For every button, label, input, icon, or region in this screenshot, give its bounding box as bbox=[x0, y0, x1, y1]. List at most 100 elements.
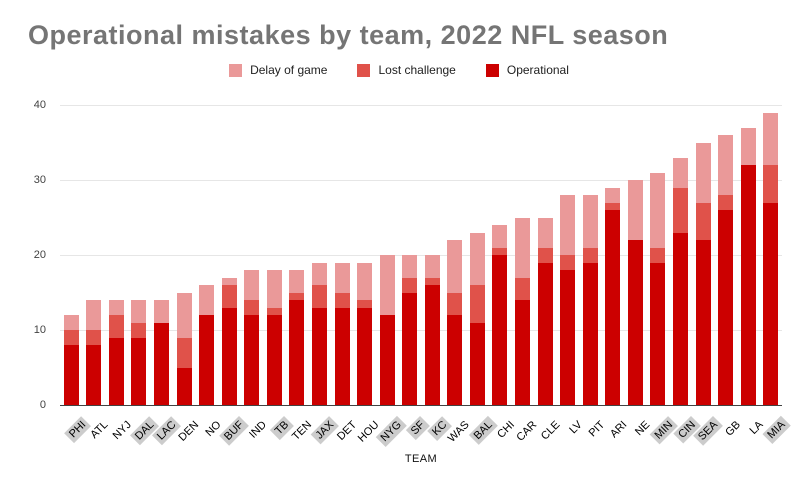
stacked-bar-det bbox=[334, 262, 350, 405]
bar-segment-operational bbox=[763, 202, 779, 405]
bar-segment-lost-challenge bbox=[424, 277, 440, 285]
bar-segment-lost-challenge bbox=[86, 330, 102, 345]
bar-slot-kc bbox=[421, 105, 444, 405]
bar-segment-lost-challenge bbox=[108, 315, 124, 338]
stacked-bar-ind bbox=[244, 270, 260, 405]
stacked-bar-lv bbox=[560, 195, 576, 405]
bar-segment-lost-challenge bbox=[537, 247, 553, 263]
bar-segment-operational bbox=[266, 315, 282, 405]
bar-segment-operational bbox=[63, 345, 79, 405]
bar-segment-lost-challenge bbox=[605, 202, 621, 210]
stacked-bar-ten bbox=[289, 270, 305, 405]
bar-segment-delay-of-game bbox=[63, 315, 79, 330]
bar-segment-lost-challenge bbox=[311, 285, 327, 308]
bar-segment-delay-of-game bbox=[515, 217, 531, 278]
x-tick-label-dal: DAL bbox=[129, 416, 159, 446]
stacked-bar-car bbox=[515, 217, 531, 405]
bar-segment-operational bbox=[605, 210, 621, 405]
bar-segment-lost-challenge bbox=[221, 285, 237, 308]
stacked-bar-bal bbox=[469, 232, 485, 405]
x-tick-label-buf: BUF bbox=[219, 416, 250, 446]
x-tick-label-ari: ARI bbox=[608, 418, 630, 441]
bar-segment-lost-challenge bbox=[289, 292, 305, 300]
stacked-bar-hou bbox=[357, 262, 373, 405]
bar-segment-delay-of-game bbox=[650, 172, 666, 248]
bar-slot-ten bbox=[286, 105, 309, 405]
stacked-bar-tb bbox=[266, 270, 282, 405]
x-tick-label-min: MIN bbox=[649, 416, 678, 445]
y-tick-label: 10 bbox=[33, 324, 46, 336]
bar-slot-buf bbox=[218, 105, 241, 405]
x-tick-label-pit: PIT bbox=[586, 418, 608, 440]
bar-slot-nyg bbox=[376, 105, 399, 405]
bar-slot-no bbox=[195, 105, 218, 405]
bar-slot-ari bbox=[602, 105, 625, 405]
bar-segment-delay-of-game bbox=[424, 255, 440, 278]
bar-segment-operational bbox=[334, 307, 350, 405]
bar-slot-lv bbox=[556, 105, 579, 405]
bar-segment-operational bbox=[627, 240, 643, 405]
bar-segment-lost-challenge bbox=[357, 300, 373, 308]
bar-segment-operational bbox=[199, 315, 215, 405]
bar-segment-delay-of-game bbox=[131, 300, 147, 323]
bar-segment-delay-of-game bbox=[447, 240, 463, 293]
bar-slot-hou bbox=[353, 105, 376, 405]
bar-segment-delay-of-game bbox=[244, 270, 260, 300]
stacked-bar-was bbox=[447, 240, 463, 405]
y-axis-tick-labels: 0 10 20 30 40 bbox=[0, 0, 52, 494]
bar-segment-delay-of-game bbox=[718, 135, 734, 195]
stacked-bar-lac bbox=[154, 300, 170, 405]
legend-label: Operational bbox=[506, 63, 569, 77]
bar-segment-operational bbox=[289, 300, 305, 405]
bar-segment-operational bbox=[424, 285, 440, 405]
bar-slot-dal bbox=[128, 105, 151, 405]
bar-segment-operational bbox=[537, 262, 553, 405]
x-tick-label-mia: MIA bbox=[762, 416, 791, 444]
x-axis-title: TEAM bbox=[404, 453, 438, 465]
x-tick-label-car: CAR bbox=[514, 418, 540, 444]
x-tick-label-phi: PHI bbox=[64, 416, 92, 444]
bar-segment-lost-challenge bbox=[763, 165, 779, 203]
bar-segment-lost-challenge bbox=[672, 187, 688, 233]
stacked-bar-ari bbox=[605, 187, 621, 405]
bar-slot-ne bbox=[624, 105, 647, 405]
bar-slot-min bbox=[647, 105, 670, 405]
bar-slot-tb bbox=[263, 105, 286, 405]
stacked-bar-nyj bbox=[108, 300, 124, 405]
bar-segment-delay-of-game bbox=[537, 217, 553, 248]
gridline bbox=[60, 330, 782, 331]
stacked-bar-den bbox=[176, 292, 192, 405]
bar-slot-det bbox=[331, 105, 354, 405]
bar-segment-lost-challenge bbox=[447, 292, 463, 315]
x-tick-label-gb: GB bbox=[722, 418, 743, 439]
bar-segment-delay-of-game bbox=[154, 300, 170, 323]
bar-segment-operational bbox=[447, 315, 463, 405]
bar-slot-nyj bbox=[105, 105, 128, 405]
gridline bbox=[60, 105, 782, 106]
bar-segment-lost-challenge bbox=[469, 285, 485, 323]
bar-segment-delay-of-game bbox=[221, 277, 237, 285]
bar-slot-lac bbox=[150, 105, 173, 405]
y-tick-label: 0 bbox=[39, 399, 46, 411]
bar-segment-delay-of-game bbox=[740, 127, 756, 165]
x-tick-label-nyg: NYG bbox=[376, 416, 408, 448]
legend-label: Lost challenge bbox=[378, 63, 456, 77]
bar-segment-delay-of-game bbox=[402, 255, 418, 278]
x-tick-label-bal: BAL bbox=[468, 416, 498, 445]
bar-segment-lost-challenge bbox=[334, 292, 350, 308]
legend-item-lost-challenge: Lost challenge bbox=[357, 63, 456, 77]
bar-slot-chi bbox=[489, 105, 512, 405]
bar-segment-operational bbox=[560, 270, 576, 405]
bar-segment-delay-of-game bbox=[357, 262, 373, 300]
bar-segment-operational bbox=[492, 255, 508, 405]
bar-segment-operational bbox=[244, 315, 260, 405]
stacked-bar-mia bbox=[763, 112, 779, 405]
bar-segment-delay-of-game bbox=[582, 195, 598, 248]
x-tick-label-sf: SF bbox=[405, 416, 430, 441]
bar-segment-lost-challenge bbox=[560, 255, 576, 270]
bar-slot-jax bbox=[308, 105, 331, 405]
bar-segment-delay-of-game bbox=[672, 157, 688, 188]
bar-segment-delay-of-game bbox=[266, 270, 282, 308]
bar-segment-delay-of-game bbox=[695, 142, 711, 203]
bar-segment-operational bbox=[154, 322, 170, 405]
